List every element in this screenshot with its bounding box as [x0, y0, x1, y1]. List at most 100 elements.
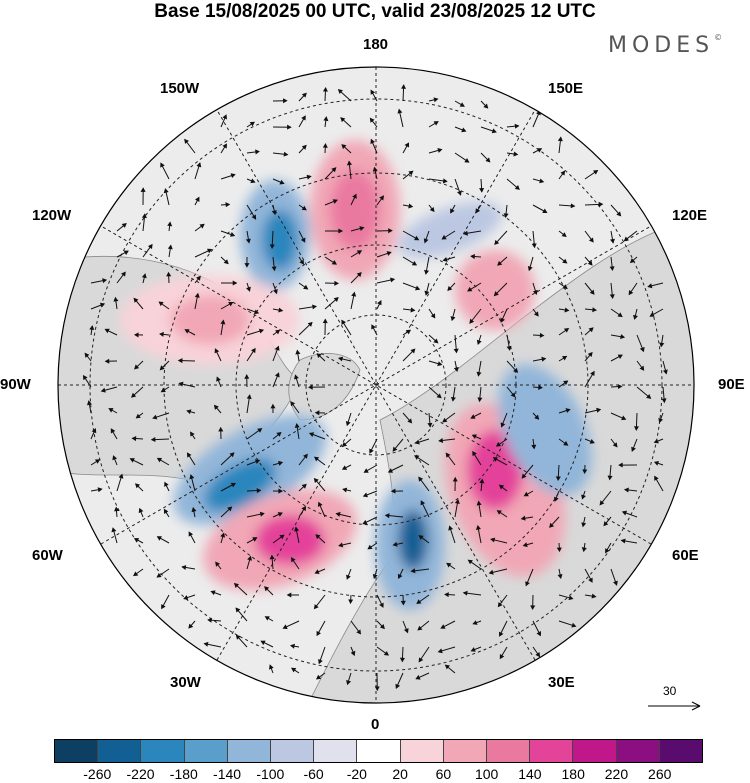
wind-vector-arrowhead [410, 568, 416, 574]
wind-vector-arrowhead [557, 574, 563, 580]
wind-vector-arrowhead [133, 332, 139, 338]
wind-vector-arrowhead [436, 393, 442, 399]
wind-vector-arrowhead [476, 371, 482, 377]
wind-vector-arrowhead [159, 365, 165, 371]
wind-vector-arrowhead [395, 683, 401, 689]
wind-vector-arrowhead [341, 144, 347, 150]
wind-vector-arrowhead [379, 602, 384, 608]
wind-vector-arrowhead [147, 243, 153, 250]
wind-vector-arrowhead [400, 600, 406, 606]
wind-vector-arrowhead [84, 352, 90, 358]
wind-vector-arrowhead [342, 487, 348, 493]
wind-vector-arrowhead [392, 446, 398, 452]
wind-vector-arrowhead [264, 586, 270, 592]
wind-vector-arrowhead [135, 413, 141, 419]
wind-vector-arrowhead [352, 193, 357, 199]
wind-vector-arrowhead [605, 548, 610, 554]
colorbar-swatch [314, 740, 358, 762]
wind-vector-arrowhead [590, 370, 595, 377]
wind-vector-arrowhead [195, 196, 200, 202]
wind-vector-arrowhead [603, 521, 609, 527]
wind-vector-arrowhead [416, 599, 422, 604]
wind-vector-arrowhead [301, 92, 307, 98]
anomaly-labrador-negative-core [203, 458, 277, 512]
wind-vector-arrowhead [214, 348, 220, 354]
wind-vector-arrowhead [99, 302, 106, 308]
wind-vector-arrowhead [520, 515, 526, 521]
wind-vector-arrowhead [118, 473, 124, 479]
wind-vector-arrowhead [111, 527, 117, 533]
wind-vector-arrowhead [390, 488, 396, 494]
wind-vector-arrowhead [447, 285, 453, 292]
wind-vector-arrowhead [341, 319, 346, 325]
wind-vector-arrowhead [377, 300, 382, 306]
wind-vector-arrowhead [150, 437, 156, 443]
wind-vector-arrowhead [661, 398, 667, 404]
wind-vector-arrowhead [506, 345, 512, 351]
wind-vector-arrowhead [102, 278, 108, 284]
meridian-30e-150w [216, 109, 536, 661]
wind-vectors [82, 84, 668, 692]
wind-vector-arrowhead [351, 291, 357, 297]
wind-vector-arrowhead [113, 296, 119, 302]
wind-vector-arrowhead [186, 452, 192, 458]
wind-vector-arrowhead [568, 595, 574, 601]
wind-vector-arrowhead [337, 356, 344, 362]
wind-vector-arrowhead [433, 338, 439, 344]
wind-vector-arrowhead [278, 488, 284, 494]
wind-vector-arrowhead [445, 452, 451, 458]
wind-vector-arrowhead [163, 188, 169, 194]
wind-vector-arrowhead [372, 573, 378, 579]
wind-vector-arrowhead [264, 616, 270, 621]
wind-vector-arrowhead [220, 532, 226, 538]
wind-vector-arrowhead [244, 374, 250, 379]
wind-vector-arrowhead [437, 361, 443, 367]
wind-vector-arrowhead [437, 648, 443, 654]
wind-vector-arrowhead [230, 482, 237, 488]
wind-vector-arrowhead [535, 652, 541, 658]
wind-vector-arrowhead [470, 414, 476, 419]
wind-vector-arrowhead [156, 572, 162, 578]
wind-vector-arrowhead [294, 374, 299, 380]
wind-vector-arrowhead [282, 98, 288, 104]
wind-vector-arrowhead [639, 365, 645, 371]
wind-vector-arrowhead [623, 487, 629, 493]
wind-vector-arrowhead [333, 297, 339, 302]
wind-vector-arrowhead [475, 208, 481, 214]
wind-vector-arrowhead [255, 149, 260, 155]
wind-vector-arrowhead [646, 393, 652, 399]
wind-vector-arrowhead [335, 511, 341, 517]
wind-vector-arrowhead [121, 223, 127, 228]
wind-vector-arrowhead [598, 201, 604, 207]
wind-vector-arrowhead [415, 285, 421, 291]
wind-vector-arrowhead [424, 269, 430, 275]
wind-vector-arrowhead [503, 213, 509, 219]
wind-vector-arrowhead [446, 562, 452, 568]
wind-vector-arrowhead [131, 392, 137, 398]
wind-vector-arrowhead [479, 187, 485, 193]
anomaly-canada-positive-core [170, 295, 250, 345]
wind-vector-arrowhead [94, 459, 101, 464]
wind-vector-arrowhead [345, 420, 351, 427]
wind-vector-arrowhead [483, 103, 489, 109]
wind-vector-arrowhead [290, 401, 296, 407]
wind-vector-arrowhead [563, 327, 570, 333]
wind-vector-arrowhead [563, 380, 569, 386]
colorbar-swatch [227, 740, 272, 762]
wind-vector-arrowhead [273, 288, 278, 295]
wind-vector-arrowhead [562, 258, 568, 264]
wind-vector-arrowhead [613, 580, 618, 586]
wind-vector-arrowhead [314, 410, 320, 416]
graticule [58, 67, 694, 703]
wind-vector-arrowhead [141, 213, 147, 219]
wind-vector-arrowhead [350, 650, 356, 657]
wind-vector-arrowhead [462, 590, 468, 596]
wind-vector-arrowhead [340, 117, 346, 123]
wind-vector-arrowhead [91, 428, 97, 434]
wind-vector-arrowhead [191, 506, 197, 513]
wind-vector-arrowhead [418, 535, 424, 540]
latitude-circle-50 [89, 98, 663, 672]
wind-vector-arrowhead [470, 647, 476, 652]
wind-vector-arrowhead [225, 202, 231, 208]
colorbar-tick-label: -180 [169, 766, 198, 782]
